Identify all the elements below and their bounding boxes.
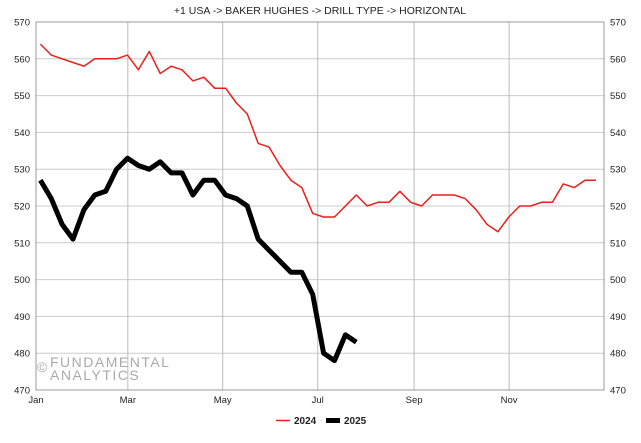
x-tick-label: Nov <box>501 395 518 406</box>
y-tick-label-left: 470 <box>14 386 30 397</box>
y-tick-label-right: 560 <box>610 54 626 65</box>
chart-title: +1 USA -> BAKER HUGHES -> DRILL TYPE -> … <box>174 5 466 17</box>
x-axis: Jan Mar May Jul Sep Nov <box>28 395 517 406</box>
y-tick-label-right: 570 <box>610 18 626 29</box>
y-axis-right: 470 480 490 500 510 520 530 540 550 560 570 <box>610 18 626 397</box>
y-tick-label-right: 510 <box>610 238 626 249</box>
y-tick-label-right: 520 <box>610 202 626 213</box>
y-tick-label-left: 570 <box>14 18 30 29</box>
y-tick-label-right: 550 <box>610 91 626 102</box>
watermark-line2: ANALYTICS <box>50 367 140 383</box>
series-layer <box>38 43 596 364</box>
y-tick-label-right: 530 <box>610 165 626 176</box>
x-tick-label: May <box>214 395 232 406</box>
y-tick-label-left: 520 <box>14 202 30 213</box>
watermark-copyright-symbol: © <box>37 359 49 375</box>
series-line-2025 <box>38 155 358 364</box>
legend-label-2025: 2025 <box>344 416 367 427</box>
y-tick-label-left: 500 <box>14 275 30 286</box>
x-tick-label: Mar <box>120 395 136 406</box>
y-axis-left: 470 480 490 500 510 520 530 540 550 560 570 <box>14 18 30 397</box>
y-tick-label-left: 490 <box>14 312 30 323</box>
y-tick-label-left: 510 <box>14 238 30 249</box>
y-tick-label-right: 490 <box>610 312 626 323</box>
plot-area-frame <box>35 21 605 391</box>
y-tick-label-right: 500 <box>610 275 626 286</box>
y-tick-label-left: 560 <box>14 54 30 65</box>
watermark-logo: © FUNDAMENTAL ANALYTICS <box>37 354 170 383</box>
y-tick-label-right: 480 <box>610 349 626 360</box>
watermark-line1: FUNDAMENTAL <box>50 354 170 370</box>
x-tick-label: Sep <box>406 395 423 406</box>
x-tick-label: Jul <box>312 395 324 406</box>
y-tick-label-left: 480 <box>14 349 30 360</box>
y-tick-label-left: 530 <box>14 165 30 176</box>
y-tick-label-left: 550 <box>14 91 30 102</box>
legend: 2024 2025 <box>276 416 367 427</box>
x-tick-label: Jan <box>28 395 43 406</box>
y-tick-label-left: 540 <box>14 128 30 139</box>
legend-label-2024: 2024 <box>294 416 317 427</box>
y-tick-label-right: 540 <box>610 128 626 139</box>
y-tick-label-right: 470 <box>610 386 626 397</box>
series-line-2024 <box>39 43 596 233</box>
